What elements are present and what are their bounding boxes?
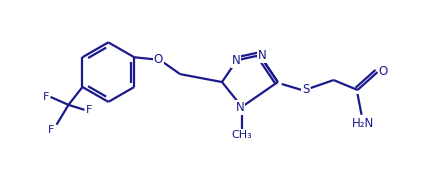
Text: O: O bbox=[154, 53, 163, 66]
Text: O: O bbox=[379, 65, 388, 78]
Text: N: N bbox=[232, 54, 240, 67]
Text: H₂N: H₂N bbox=[351, 117, 374, 130]
Text: F: F bbox=[48, 125, 55, 135]
Text: F: F bbox=[42, 92, 49, 102]
Text: N: N bbox=[258, 49, 266, 62]
Text: CH₃: CH₃ bbox=[232, 130, 252, 140]
Text: F: F bbox=[86, 105, 92, 115]
Text: S: S bbox=[302, 83, 309, 96]
Text: N: N bbox=[235, 101, 244, 114]
